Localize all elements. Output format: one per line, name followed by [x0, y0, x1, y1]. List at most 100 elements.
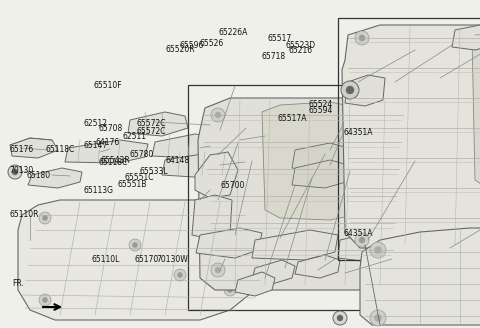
Circle shape	[359, 237, 365, 243]
Circle shape	[355, 31, 369, 45]
Circle shape	[215, 267, 221, 273]
Circle shape	[211, 108, 225, 122]
Bar	[188, 85, 415, 310]
Text: 65594: 65594	[308, 106, 333, 115]
Circle shape	[337, 315, 343, 321]
Polygon shape	[342, 25, 480, 248]
Text: 65170: 65170	[134, 255, 159, 264]
Circle shape	[346, 86, 354, 94]
Text: 65526: 65526	[199, 39, 224, 48]
Circle shape	[374, 247, 382, 254]
Circle shape	[333, 311, 347, 325]
Polygon shape	[195, 152, 238, 198]
Text: 65523D: 65523D	[286, 41, 316, 50]
Circle shape	[228, 213, 232, 217]
Polygon shape	[18, 200, 265, 320]
Circle shape	[215, 112, 221, 118]
Polygon shape	[235, 272, 275, 296]
Text: 65572C: 65572C	[137, 127, 166, 136]
Text: 65524: 65524	[308, 100, 333, 109]
Circle shape	[228, 288, 232, 293]
Text: 65517: 65517	[268, 34, 292, 43]
Polygon shape	[262, 102, 362, 220]
Text: 65118C: 65118C	[98, 158, 128, 167]
Circle shape	[385, 108, 399, 122]
Text: 65572C: 65572C	[137, 118, 166, 128]
Circle shape	[224, 284, 236, 296]
Circle shape	[359, 35, 365, 41]
Text: 65510F: 65510F	[94, 81, 122, 91]
Polygon shape	[292, 160, 348, 188]
Circle shape	[132, 242, 137, 248]
Circle shape	[8, 165, 22, 179]
Text: 70130W: 70130W	[156, 255, 188, 264]
Polygon shape	[198, 98, 408, 290]
Text: 65110L: 65110L	[91, 255, 120, 264]
Polygon shape	[196, 228, 262, 258]
Circle shape	[307, 172, 313, 178]
Text: 65176: 65176	[10, 145, 34, 154]
Text: 65551B: 65551B	[118, 180, 147, 189]
Polygon shape	[252, 230, 338, 260]
Text: 65533L: 65533L	[139, 167, 168, 176]
Text: 64351A: 64351A	[343, 229, 372, 238]
Circle shape	[224, 209, 236, 221]
Text: FR.: FR.	[12, 279, 24, 288]
Text: 65226A: 65226A	[218, 28, 248, 37]
Text: 65596: 65596	[180, 41, 204, 50]
Text: 65543R: 65543R	[101, 156, 131, 165]
Polygon shape	[295, 255, 340, 278]
Text: 65551C: 65551C	[125, 173, 154, 182]
Circle shape	[374, 315, 382, 321]
Text: 65110R: 65110R	[10, 210, 39, 219]
Text: 65113G: 65113G	[84, 186, 114, 195]
Circle shape	[389, 267, 395, 273]
Circle shape	[39, 212, 51, 224]
Circle shape	[12, 169, 18, 175]
Text: 65780: 65780	[130, 150, 154, 159]
Circle shape	[389, 112, 395, 118]
Text: 65180: 65180	[26, 171, 50, 180]
Polygon shape	[252, 260, 295, 284]
Polygon shape	[338, 232, 395, 262]
Polygon shape	[452, 25, 480, 50]
Circle shape	[370, 310, 386, 326]
Polygon shape	[360, 228, 480, 325]
Circle shape	[43, 297, 48, 302]
Bar	[338, 18, 480, 260]
Circle shape	[39, 294, 51, 306]
Text: 65118C: 65118C	[46, 145, 75, 154]
Polygon shape	[292, 143, 348, 172]
Text: 64148: 64148	[166, 156, 190, 165]
Polygon shape	[152, 134, 222, 158]
Text: 64176: 64176	[95, 138, 120, 147]
Text: 65718: 65718	[262, 52, 286, 61]
Polygon shape	[472, 27, 480, 192]
Text: 65147: 65147	[84, 141, 108, 151]
Text: 65700: 65700	[221, 181, 245, 190]
Text: 65520R: 65520R	[166, 45, 195, 54]
Polygon shape	[162, 152, 248, 178]
Text: 65216: 65216	[289, 46, 313, 55]
Text: 62511: 62511	[122, 132, 146, 141]
Text: 70130: 70130	[10, 166, 34, 175]
Polygon shape	[345, 75, 385, 106]
Polygon shape	[128, 112, 188, 136]
Circle shape	[174, 269, 186, 281]
Circle shape	[355, 233, 369, 247]
Polygon shape	[202, 128, 252, 152]
Circle shape	[211, 263, 225, 277]
Circle shape	[303, 168, 317, 182]
Text: 65708: 65708	[98, 124, 123, 133]
Circle shape	[178, 273, 182, 277]
Circle shape	[385, 263, 399, 277]
Text: 62512: 62512	[84, 118, 108, 128]
Circle shape	[129, 239, 141, 251]
Text: 65517A: 65517A	[277, 114, 307, 123]
Circle shape	[341, 81, 359, 99]
Polygon shape	[10, 138, 58, 158]
Circle shape	[370, 242, 386, 258]
Circle shape	[43, 215, 48, 220]
Text: 64351A: 64351A	[343, 128, 372, 137]
Polygon shape	[28, 168, 82, 188]
